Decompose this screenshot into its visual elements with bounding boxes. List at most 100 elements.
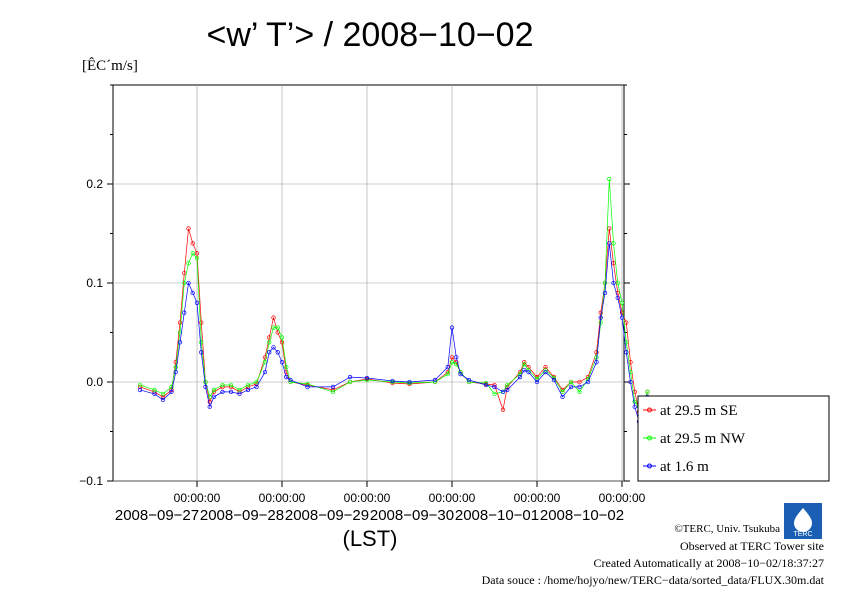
data-point bbox=[543, 365, 548, 370]
data-point bbox=[602, 290, 608, 296]
x-tick-time: 00:00:00 bbox=[429, 491, 476, 505]
data-point bbox=[194, 300, 200, 305]
data-point bbox=[619, 315, 625, 320]
data-point bbox=[220, 389, 225, 395]
x-tick-time: 00:00:00 bbox=[344, 491, 391, 505]
data-point bbox=[279, 340, 285, 345]
data-point bbox=[194, 256, 200, 261]
data-point bbox=[137, 387, 143, 393]
data-point bbox=[466, 377, 472, 383]
water-drop-icon bbox=[794, 508, 812, 532]
data-point bbox=[169, 389, 174, 395]
data-point bbox=[598, 315, 603, 320]
copyright-text: ©TERC, Univ. Tsukuba bbox=[674, 523, 780, 535]
data-point bbox=[522, 367, 527, 373]
data-point bbox=[492, 391, 497, 397]
data-point bbox=[594, 360, 599, 365]
data-point bbox=[203, 379, 208, 385]
data-point bbox=[182, 280, 187, 286]
data-point bbox=[211, 394, 217, 400]
data-point bbox=[624, 350, 629, 355]
legend-marker bbox=[647, 407, 652, 413]
data-point bbox=[607, 176, 612, 182]
data-point bbox=[160, 397, 166, 402]
logo-text: TERC bbox=[793, 531, 812, 538]
data-point bbox=[160, 394, 166, 400]
data-point bbox=[560, 389, 565, 395]
data-point bbox=[632, 389, 637, 395]
data-point bbox=[632, 399, 637, 404]
x-tick-time: 00:00:00 bbox=[514, 491, 561, 505]
site-text: Observed at TERC Tower site bbox=[680, 539, 824, 553]
data-point bbox=[228, 382, 234, 388]
data-point bbox=[492, 384, 497, 390]
data-point bbox=[585, 376, 591, 382]
data-point bbox=[177, 320, 183, 325]
data-point bbox=[288, 377, 293, 383]
data-point bbox=[173, 369, 178, 375]
data-point bbox=[445, 371, 450, 377]
chart-title: <w’ T’> / 2008−10−02 bbox=[206, 16, 533, 54]
data-point bbox=[284, 374, 289, 380]
data-point bbox=[279, 335, 285, 340]
data-point bbox=[254, 384, 259, 390]
data-point bbox=[137, 382, 143, 388]
data-point bbox=[220, 382, 225, 388]
data-point bbox=[190, 251, 195, 256]
terc-logo: TERC bbox=[784, 503, 822, 539]
data-point bbox=[284, 365, 289, 370]
y-tick-label: 0.1 bbox=[86, 276, 103, 290]
data-point bbox=[628, 360, 633, 365]
data-point bbox=[267, 340, 272, 345]
data-point bbox=[279, 360, 285, 365]
data-point bbox=[190, 241, 195, 246]
data-point bbox=[602, 280, 608, 286]
data-point bbox=[305, 384, 310, 390]
data-point bbox=[615, 295, 620, 301]
data-point bbox=[407, 379, 412, 385]
data-point bbox=[271, 345, 276, 350]
data-point bbox=[607, 241, 612, 246]
data-point bbox=[619, 310, 625, 315]
y-unit-label: [ÊC´m/s] bbox=[82, 57, 138, 74]
data-point bbox=[624, 340, 629, 345]
data-point bbox=[245, 382, 251, 388]
source-text: Data souce : /home/hojyo/new/TERC−data/s… bbox=[482, 573, 825, 587]
y-tick-label: 0.0 bbox=[86, 375, 103, 389]
data-point bbox=[534, 376, 540, 382]
data-point bbox=[152, 391, 157, 397]
data-point bbox=[611, 241, 616, 246]
data-point bbox=[449, 325, 455, 330]
data-point bbox=[619, 300, 625, 305]
data-point bbox=[182, 310, 187, 315]
data-point bbox=[190, 290, 195, 296]
data-point bbox=[194, 251, 200, 256]
data-point bbox=[500, 389, 506, 395]
data-point bbox=[330, 384, 336, 390]
data-point bbox=[628, 369, 633, 375]
x-tick-date: 2008−10−01 bbox=[455, 507, 539, 524]
legend-marker bbox=[647, 435, 652, 441]
data-point bbox=[568, 379, 574, 385]
data-point bbox=[577, 384, 582, 390]
x-tick-time: 00:00:00 bbox=[259, 491, 306, 505]
series-line bbox=[140, 243, 648, 423]
data-point bbox=[186, 280, 191, 286]
data-point bbox=[262, 369, 268, 375]
data-point bbox=[517, 374, 523, 380]
data-point bbox=[275, 350, 280, 355]
data-point bbox=[522, 362, 527, 367]
plot-area: −0.1 0.0 0.1 0.2 00:00:00 2008−09−27 00:00:00 2… bbox=[79, 84, 650, 524]
x-axis-label: (LST) bbox=[343, 526, 398, 551]
x-tick-date: 2008−09−30 bbox=[370, 507, 454, 524]
data-point bbox=[177, 330, 183, 335]
data-point bbox=[526, 369, 531, 375]
data-point bbox=[267, 350, 272, 355]
data-point bbox=[207, 404, 212, 409]
x-tick-date: 2008−09−27 bbox=[115, 507, 199, 524]
data-point bbox=[598, 310, 603, 315]
data-point bbox=[432, 377, 438, 383]
data-point bbox=[458, 371, 463, 377]
data-point bbox=[551, 377, 557, 383]
data-point bbox=[271, 315, 276, 320]
